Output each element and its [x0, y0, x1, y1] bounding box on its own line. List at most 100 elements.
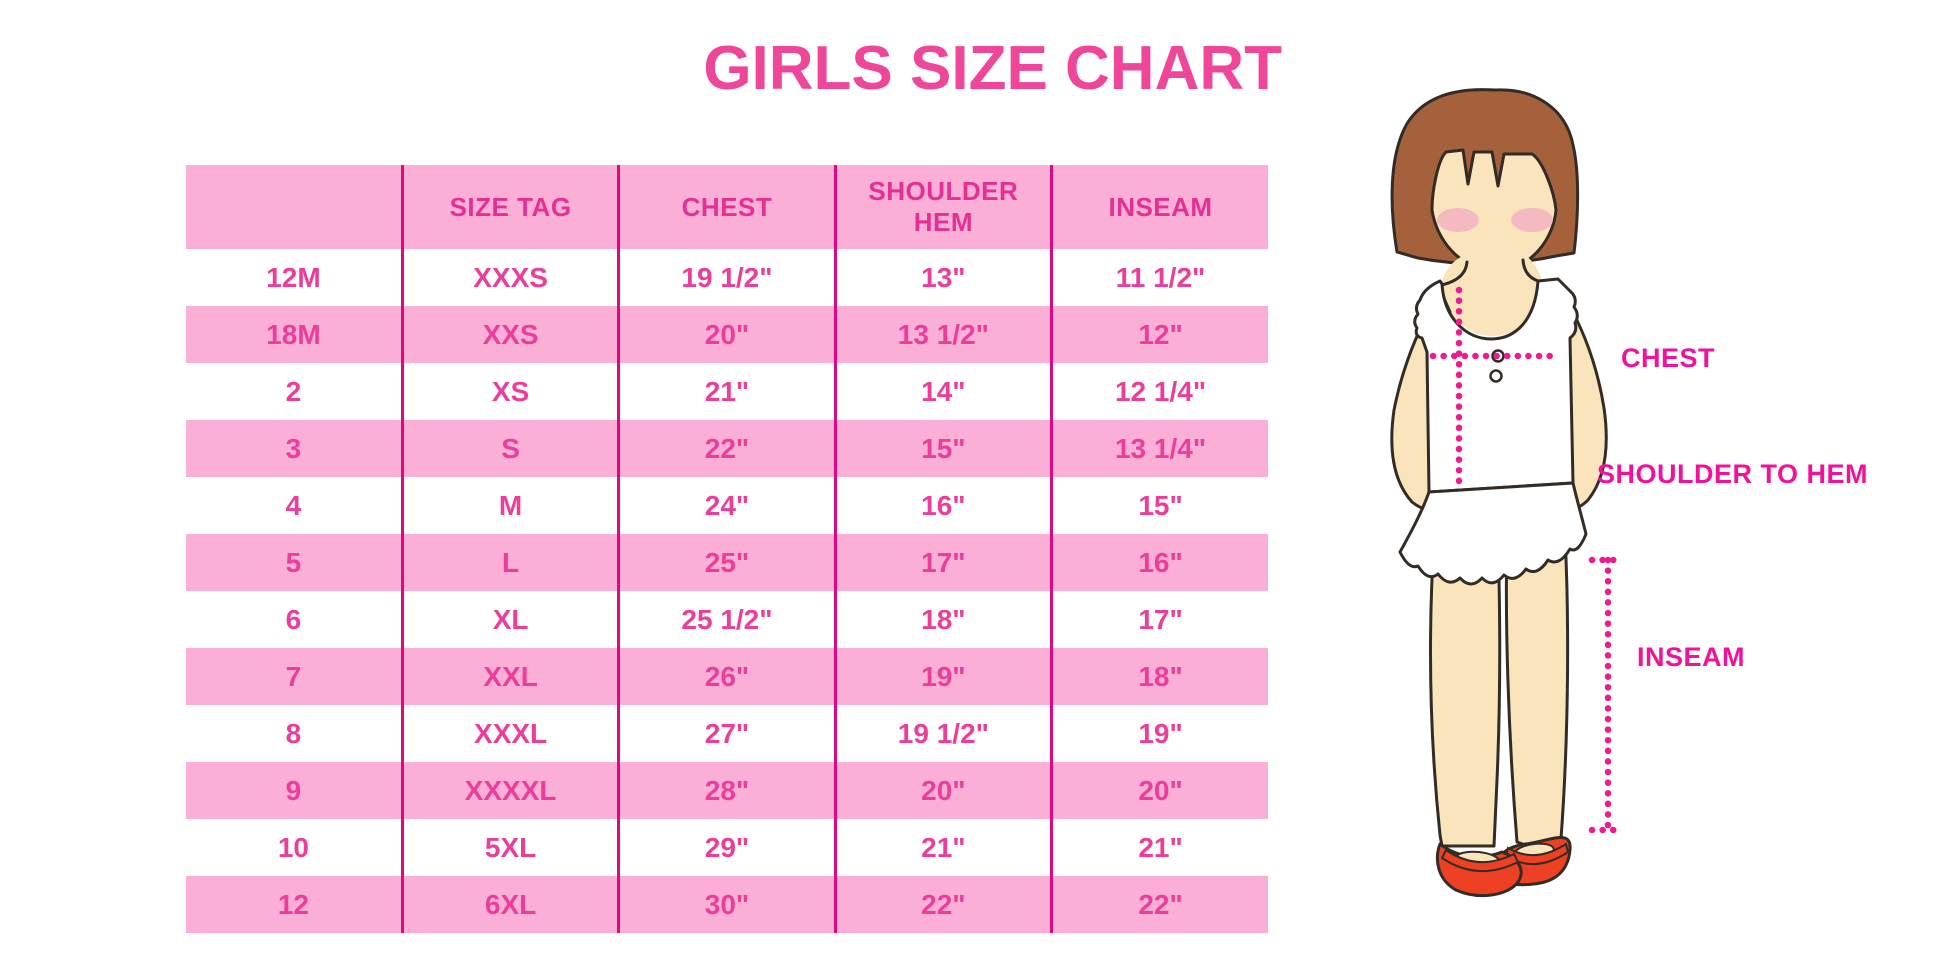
table-cell: 16" — [833, 477, 1052, 534]
table-cell: XL — [400, 591, 619, 648]
shoe-left — [1435, 842, 1523, 897]
table-cell: 22" — [833, 876, 1052, 933]
table-cell: 22" — [1050, 876, 1268, 933]
table-cell: 19 1/2" — [833, 705, 1052, 762]
table-row: 18M XXS 20" 13 1/2" 12" — [186, 306, 1268, 363]
table-cell: 8 — [285, 717, 302, 749]
table-row: 3 S 22" 15" 13 1/4" — [186, 420, 1268, 477]
table-cell: 18M — [186, 306, 403, 363]
column-header: CHEST — [617, 165, 836, 249]
table-cell: XXL — [400, 648, 619, 705]
table-cell: 12 1/4" — [1050, 363, 1268, 420]
table-row: 12M XXXS 19 1/2" 13" 11 1/2" — [186, 249, 1268, 306]
table-cell: 28" — [617, 762, 836, 819]
table-cell: 19" — [833, 648, 1052, 705]
table-cell: XXXXL — [400, 762, 619, 819]
table-cell: 19" — [1050, 705, 1268, 762]
table-cell: 6 — [285, 603, 302, 635]
leg-left — [1428, 536, 1502, 848]
neck-outline — [1440, 258, 1544, 287]
shoulder-to-hem-label: SHOULDER TO HEM — [1597, 459, 1869, 489]
table-cell: 20" — [1050, 762, 1268, 819]
column-header — [186, 165, 403, 249]
table-cell: XXXL — [400, 705, 619, 762]
table-cell: 20" — [617, 306, 836, 363]
table-cell: 13 1/4" — [1050, 420, 1268, 477]
table-cell: 21" — [1050, 819, 1268, 876]
neck — [1442, 254, 1542, 336]
table-cell: 12M — [266, 261, 321, 293]
table-row: 9 XXXXL 28" 20" 20" — [186, 762, 1268, 819]
table-cell: 13 1/2" — [833, 306, 1052, 363]
column-header: SIZE TAG — [400, 165, 619, 249]
table-cell: 5 — [186, 534, 403, 591]
table-cell: 21" — [833, 819, 1052, 876]
table-row: 8 XXXL 27" 19 1/2" 19" — [186, 705, 1268, 762]
button-top — [1491, 349, 1505, 363]
table-cell: L — [400, 534, 619, 591]
header-row: SIZE TAG CHEST SHOULDER HEM INSEAM — [186, 165, 1268, 249]
table-cell: 9 — [186, 762, 403, 819]
table-cell: 14" — [833, 363, 1052, 420]
chest-label: CHEST — [1621, 343, 1716, 373]
table-cell: 18" — [833, 591, 1052, 648]
table-cell: 17" — [1050, 591, 1268, 648]
table-cell: 20" — [833, 762, 1052, 819]
skirt — [1398, 481, 1588, 586]
table-cell: 16" — [1050, 534, 1268, 591]
table-cell: 12 — [186, 876, 403, 933]
table-cell: 30" — [617, 876, 836, 933]
face — [1430, 148, 1558, 274]
page-title: GIRLS SIZE CHART — [703, 34, 1282, 103]
table-cell: 21" — [617, 363, 836, 420]
bodice — [1413, 277, 1579, 494]
arm-left — [1390, 292, 1452, 512]
table-cell: 4 — [285, 489, 302, 521]
table-cell: 12" — [1050, 306, 1268, 363]
size-table: SIZE TAG CHEST SHOULDER HEM INSEAM 12M XXXS 19… — [186, 165, 1268, 933]
table-cell: 25 1/2" — [617, 591, 836, 648]
shoe-right — [1494, 835, 1572, 887]
column-header: INSEAM — [1050, 165, 1268, 249]
table-cell: XXS — [400, 306, 619, 363]
table-cell: 25" — [617, 534, 836, 591]
blush-right — [1511, 208, 1553, 232]
table-cell: 29" — [617, 819, 836, 876]
table-row: 7 XXL 26" 19" 18" — [186, 648, 1268, 705]
table-row: 5 L 25" 17" 16" — [186, 534, 1268, 591]
table-row: 4 M 24" 16" 15" — [186, 477, 1268, 534]
table-cell: 10 — [277, 831, 310, 863]
table-cell: 15" — [1050, 477, 1268, 534]
blush-left — [1437, 208, 1479, 232]
table-cell: 7 — [186, 648, 403, 705]
table-cell: 13" — [833, 249, 1052, 306]
arm-right — [1550, 290, 1608, 512]
table-cell: 18" — [1050, 648, 1268, 705]
table-cell: 15" — [833, 420, 1052, 477]
table-cell: 26" — [617, 648, 836, 705]
table-cell: 5XL — [400, 819, 619, 876]
leg-right — [1504, 534, 1570, 848]
table-cell: 2 — [285, 375, 302, 407]
column-header: SHOULDER HEM — [833, 165, 1052, 249]
girl-illustration — [1390, 88, 1620, 897]
table-cell: 24" — [617, 477, 836, 534]
button-bottom — [1489, 369, 1503, 383]
table-row: 12 6XL 30" 22" 22" — [186, 876, 1268, 933]
table-cell: S — [400, 420, 619, 477]
table-cell: 22" — [617, 420, 836, 477]
table-cell: XXXS — [400, 249, 619, 306]
table-cell: XS — [400, 363, 619, 420]
table-cell: 3 — [186, 420, 403, 477]
table-cell: 6XL — [400, 876, 619, 933]
table-cell: M — [400, 477, 619, 534]
table-row: 10 5XL 29" 21" 21" — [186, 819, 1268, 876]
table-cell: 27" — [617, 705, 836, 762]
hair — [1390, 88, 1580, 266]
inseam-label: INSEAM — [1637, 642, 1746, 672]
table-row: 2 XS 21" 14" 12 1/4" — [186, 363, 1268, 420]
table-cell: 11 1/2" — [1050, 249, 1268, 306]
table-cell: 17" — [833, 534, 1052, 591]
table-row: 6 XL 25 1/2" 18" 17" — [186, 591, 1268, 648]
table-cell: 19 1/2" — [617, 249, 836, 306]
